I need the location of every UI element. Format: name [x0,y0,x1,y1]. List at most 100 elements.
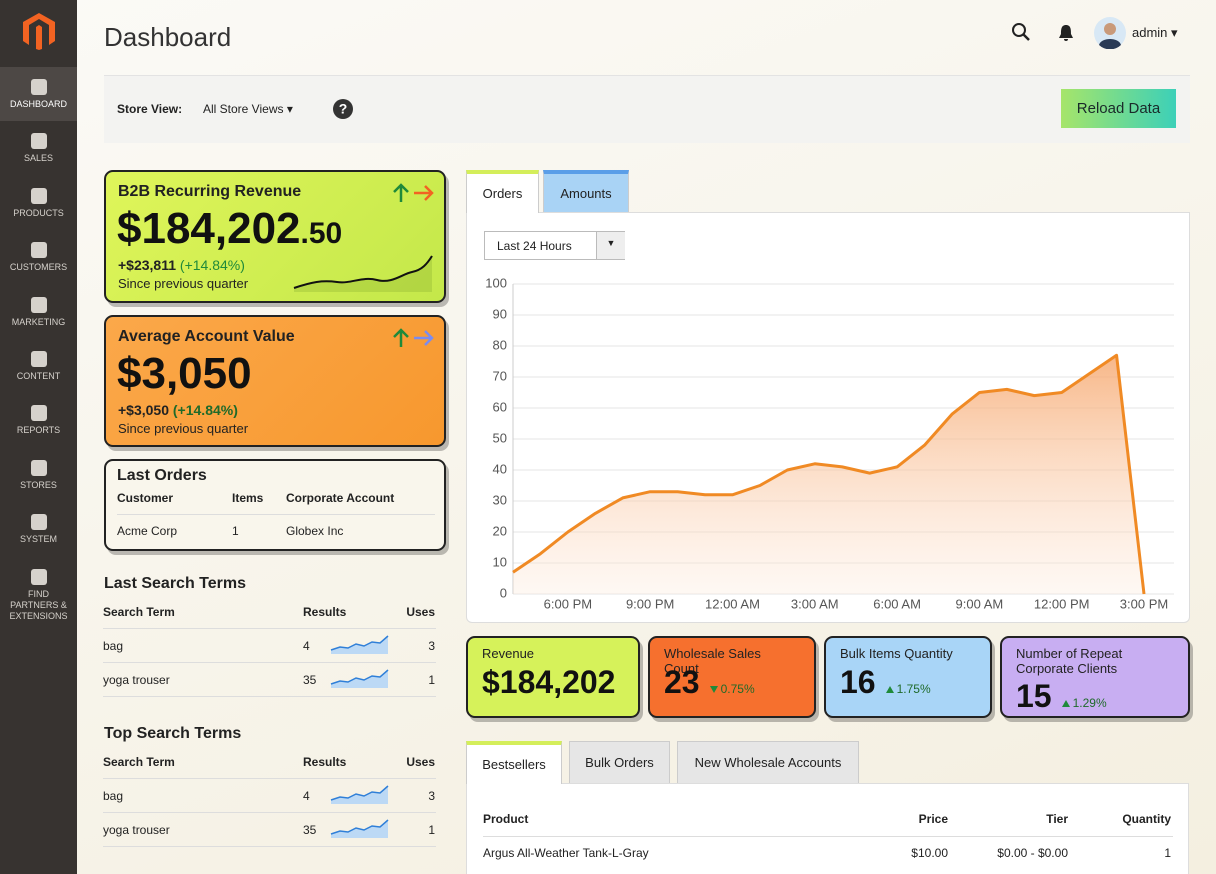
kpi-value: 16 1.75% [840,664,931,701]
nav-item[interactable]: SYSTEM [0,502,77,556]
nav-label: DASHBOARD [9,99,67,109]
card-title: B2B Recurring Revenue [118,183,302,200]
y-tick-label: 20 [493,523,507,538]
chart-tab[interactable]: Orders [466,170,539,213]
card-change: +$3,050 (+14.84%) [118,402,238,418]
store-bar [104,75,1190,143]
cell: 1 [232,524,239,538]
store-select[interactable]: All Store Views ▾ [203,102,293,116]
kpi-tile: Number of Repeat Corporate Clients 15 1.29… [1000,636,1190,718]
column-header: Uses [406,605,435,619]
divider [103,662,436,663]
nav-item[interactable]: DASHBOARD [0,67,77,121]
notifications-icon[interactable] [1058,24,1074,42]
divider [103,628,436,629]
column-header: Price [918,812,948,826]
change-pct: (+14.84%) [179,257,245,273]
store-label: Store View: [117,102,183,116]
cell: yoga trouser [103,673,170,687]
nav-icon [30,242,47,259]
section-title: Last Search Terms [104,575,246,592]
nav-label: CONTENT [16,371,61,381]
nav-label: FIND PARTNERS & EXTENSIONS [9,588,68,621]
store-value: All Store Views [203,102,284,116]
cell: $0.00 - $0.00 [997,846,1068,860]
kpi-change: 0.75% [709,682,755,696]
nav-item[interactable]: MARKETING [0,285,77,339]
cell: 4 [303,639,310,653]
logo [23,13,55,50]
x-tick-label: 6:00 PM [544,596,592,611]
nav-label: STORES [20,479,57,490]
reload-button[interactable]: Reload Data [1061,89,1176,128]
y-tick-label: 100 [485,275,507,290]
card-value: $3,050 [117,349,252,398]
cell: 3 [428,639,435,653]
chart-tab[interactable]: Amounts [543,170,629,212]
nav-item[interactable]: FIND PARTNERS & EXTENSIONS [0,557,77,621]
x-tick-label: 12:00 AM [705,596,760,611]
bottom-tab[interactable]: Bulk Orders [569,741,670,783]
sparkline [330,819,389,838]
cell: Globex Inc [286,524,344,538]
sidebar: DASHBOARD SALES PRODUCTS CUSTOMERS MARKETING… [0,0,77,874]
nav-icon [30,459,47,476]
search-icon[interactable] [1011,22,1031,42]
column-header: Results [303,755,347,769]
bottom-tab[interactable]: Bestsellers [466,741,562,784]
page-title: Dashboard [104,22,232,52]
user-menu[interactable]: admin ▾ [1132,25,1178,40]
change-pct: (+14.84%) [172,402,238,418]
column-header: Search Term [103,755,175,769]
card-note: Since previous quarter [118,276,249,291]
divider [103,812,436,813]
range-select[interactable]: Last 24 Hours ▼ [484,231,625,260]
y-tick-label: 30 [493,492,507,507]
cell: bag [103,789,124,803]
nav-item[interactable]: STORES [0,448,77,502]
divider [103,696,436,697]
card-title: Average Account Value [118,328,295,345]
y-tick-label: 50 [493,430,507,445]
cell: yoga trouser [103,823,170,837]
nav-icon [30,296,47,313]
nav-item[interactable]: SALES [0,121,77,175]
section-title: Top Search Terms [104,725,242,742]
kpi-change-value: 1.75% [896,682,931,696]
y-tick-label: 90 [493,306,507,321]
kpi-tile: Wholesale Sales Count 23 0.75% [648,636,816,718]
kpi-tile: Revenue $184,202 [466,636,640,718]
divider [117,514,435,515]
kpi-value: 23 0.75% [664,664,755,701]
value-main: $184,202 [117,204,301,253]
y-tick-label: 70 [493,368,507,383]
kpi-label: Bulk Items Quantity [840,646,953,661]
account-card: Average Account Value $3,050 +$3,050 (+1… [104,315,446,447]
cell: bag [103,639,124,653]
bottom-tab[interactable]: New Wholesale Accounts [677,741,859,783]
help-icon[interactable]: ? [333,99,353,119]
divider [483,836,1173,837]
nav-icon [30,79,47,95]
section-title: Last Orders [117,467,207,484]
chart-panel: Last 24 Hours ▼ 0 10 20 30 40 50 60 70 80 90 100 6:0… [466,212,1190,623]
range-value: Last 24 Hours [497,239,572,253]
nav-item[interactable]: REPORTS [0,393,77,447]
kpi-direction [885,686,894,693]
nav-label: MARKETING [11,316,66,327]
card-note: Since previous quarter [118,421,249,436]
change: +$23,811 [118,257,177,273]
nav-item[interactable]: CONTENT [0,339,77,393]
cell: 1 [428,673,435,687]
nav-label: PRODUCTS [13,207,64,218]
kpi-tile: Bulk Items Quantity 16 1.75% [824,636,992,718]
nav-item[interactable]: PRODUCTS [0,176,77,230]
area [513,355,1144,594]
line [512,353,1146,595]
sparkline [330,635,389,654]
nav-item[interactable]: CUSTOMERS [0,230,77,284]
nav-icon [30,514,47,531]
avatar[interactable] [1094,17,1126,49]
kpi-number: $184,202 [482,664,616,700]
divider [103,846,436,847]
